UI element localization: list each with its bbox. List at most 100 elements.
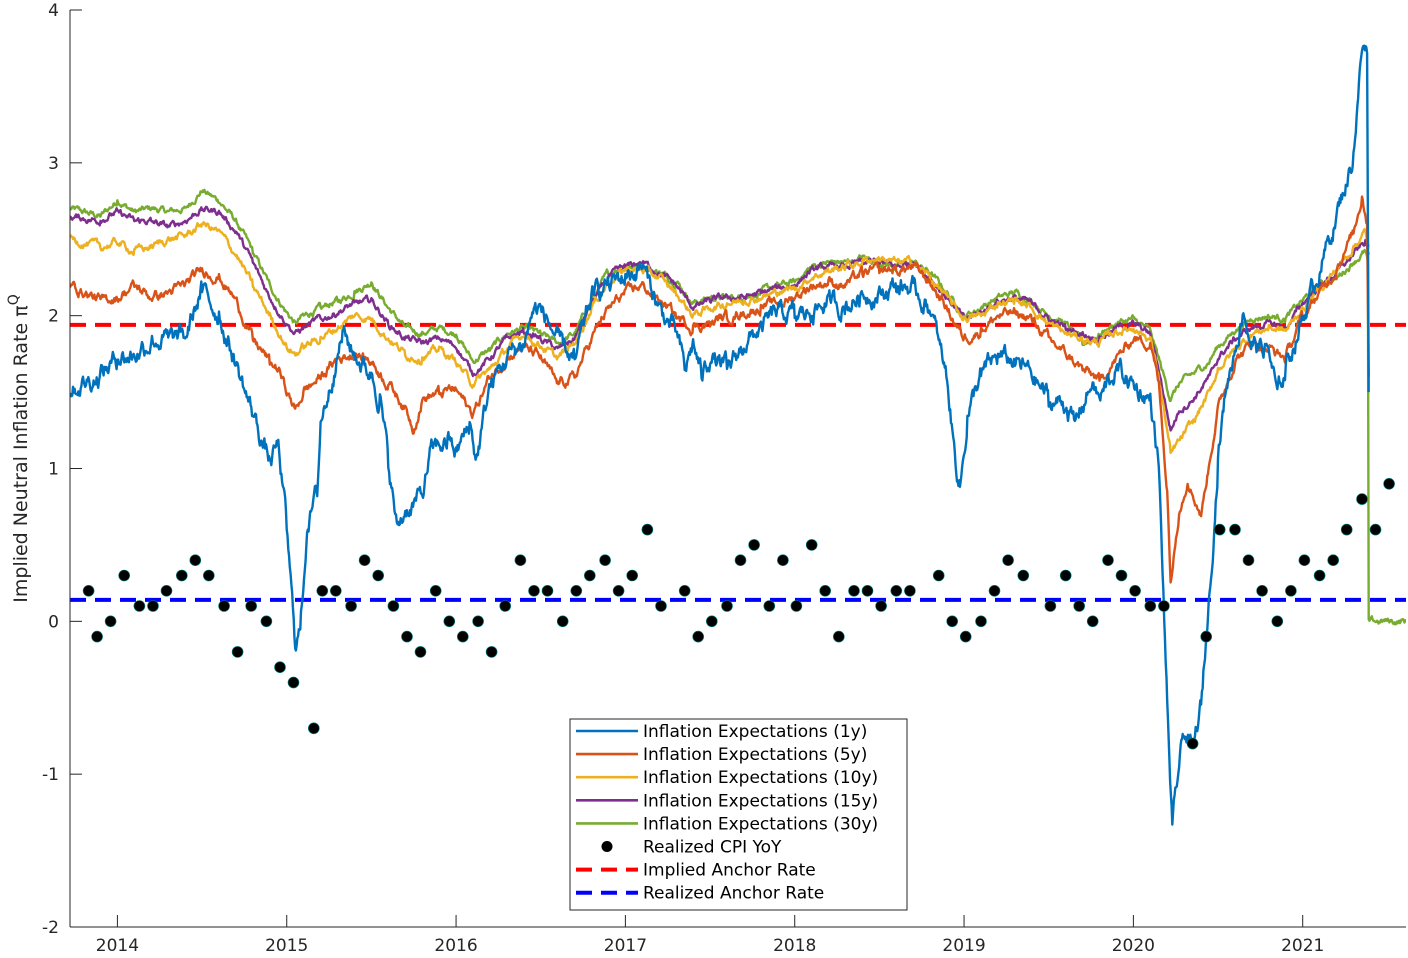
cpi-point-76 [1200, 630, 1212, 643]
cpi-point-44 [705, 615, 718, 628]
cpi-point-46 [734, 554, 747, 567]
cpi-point-69 [1086, 615, 1099, 628]
cpi-point-25 [429, 584, 442, 597]
cpi-point-5 [147, 600, 159, 612]
cpi-point-40 [641, 523, 654, 536]
cpi-point-59 [932, 569, 945, 582]
legend-label-y15: Inflation Expectations (15y) [643, 791, 878, 811]
cpi-point-20 [358, 554, 371, 567]
cpi-point-43 [692, 630, 705, 643]
cpi-point-47 [748, 539, 760, 551]
cpi-point-7 [176, 569, 188, 582]
x-tick-label: 2018 [773, 936, 816, 956]
legend-label-y5: Inflation Expectations (5y) [643, 745, 867, 765]
axes: -2 -1 0 1 2 3 4 2014 2015 2016 2017 2018 2019 2020 202… [6, 1, 1406, 956]
cpi-point-9 [203, 569, 215, 582]
cpi-point-79 [1242, 554, 1255, 567]
cpi-point-74 [1158, 600, 1170, 612]
cpi-point-58 [904, 584, 916, 597]
cpi-point-77 [1213, 523, 1226, 536]
cpi-point-15 [287, 676, 300, 689]
x-tick-label: 2020 [1112, 936, 1155, 956]
x-tick-label: 2019 [942, 936, 985, 956]
cpi-point-21 [372, 569, 385, 582]
cpi-point-50 [790, 600, 803, 612]
cpi-point-55 [861, 584, 874, 597]
cpi-point-27 [456, 630, 469, 643]
legend-label-y10: Inflation Expectations (10y) [643, 768, 878, 788]
cpi-point-83 [1298, 554, 1311, 567]
x-tick-label: 2016 [434, 936, 477, 956]
cpi-point-13 [260, 615, 273, 628]
cpi-point-6 [160, 584, 173, 597]
cpi-point-88 [1369, 523, 1382, 536]
x-tick-label: 2015 [265, 936, 308, 956]
cpi-point-28 [472, 615, 484, 628]
cpi-point-0 [82, 584, 95, 597]
legend-label-cpi: Realized CPI YoY [643, 838, 782, 858]
cpi-point-65 [1017, 569, 1030, 582]
cpi-point-84 [1313, 569, 1326, 582]
cpi-point-34 [556, 615, 569, 628]
plot-area [70, 44, 1406, 826]
cpi-point-51 [805, 539, 818, 551]
cpi-point-85 [1327, 554, 1339, 567]
cpi-point-42 [678, 584, 691, 597]
cpi-point-66 [1044, 600, 1057, 612]
cpi-point-2 [104, 615, 117, 628]
series-y1-line [70, 44, 1370, 826]
cpi-point-56 [875, 600, 887, 612]
y-axis-title: Implied Neutral Inflation Rate πQ [6, 294, 32, 602]
cpi-point-45 [721, 600, 733, 612]
cpi-point-8 [189, 554, 202, 567]
cpi-point-12 [245, 600, 257, 612]
cpi-point-10 [218, 600, 230, 612]
cpi-point-18 [329, 584, 342, 597]
series-y5-line [70, 195, 1370, 584]
cpi-point-81 [1271, 615, 1284, 628]
cpi-point-64 [1002, 554, 1014, 567]
x-tick-label: 2021 [1281, 936, 1324, 956]
cpi-point-68 [1073, 600, 1085, 612]
cpi-point-82 [1285, 584, 1297, 597]
cpi-point-75 [1186, 737, 1199, 750]
cpi-point-71 [1115, 569, 1128, 582]
cpi-point-22 [387, 600, 400, 612]
cpi-point-36 [583, 569, 596, 582]
cpi-point-33 [541, 584, 554, 597]
cpi-point-48 [763, 600, 776, 612]
cpi-point-23 [401, 630, 413, 643]
cpi-point-3 [118, 569, 130, 582]
cpi-point-11 [231, 646, 244, 658]
cpi-point-17 [316, 584, 329, 597]
legend-swatch-cpi [601, 841, 613, 852]
y-tick-label: -1 [42, 765, 59, 785]
y-tick-label: 3 [48, 154, 59, 174]
legend-label-realized_anchor: Realized Anchor Rate [643, 884, 824, 904]
cpi-point-87 [1356, 493, 1368, 505]
legend-label-implied_anchor: Implied Anchor Rate [643, 861, 816, 881]
cpi-point-67 [1059, 569, 1072, 582]
cpi-point-70 [1102, 554, 1114, 567]
cpi-point-38 [612, 584, 625, 597]
cpi-point-24 [414, 646, 427, 658]
legend-label-y30: Inflation Expectations (30y) [643, 814, 878, 834]
cpi-point-39 [626, 569, 639, 582]
cpi-point-72 [1129, 584, 1141, 597]
cpi-point-37 [599, 554, 611, 567]
series-y30-line [70, 188, 1406, 626]
cpi-point-86 [1340, 523, 1353, 536]
y-axis-title-text: Implied Neutral Inflation Rate π [10, 305, 32, 602]
y-axis-title-superscript: Q [6, 294, 22, 305]
cpi-point-80 [1256, 584, 1268, 597]
cpi-point-89 [1383, 477, 1395, 490]
cpi-point-49 [777, 554, 789, 567]
plot-content [70, 44, 1406, 826]
cpi-point-41 [655, 600, 667, 612]
cpi-point-1 [91, 630, 103, 643]
cpi-point-26 [443, 615, 456, 628]
y-tick-label: -2 [42, 918, 59, 938]
cpi-point-62 [975, 615, 987, 628]
y-tick-label: 2 [48, 307, 59, 327]
